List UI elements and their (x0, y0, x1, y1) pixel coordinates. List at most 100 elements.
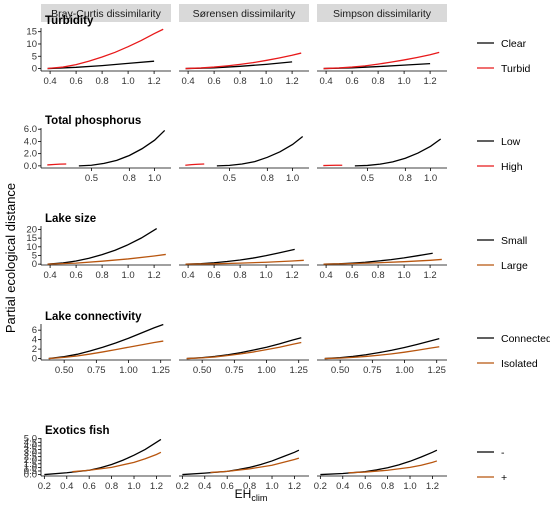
y-tick-label: 2.0 (24, 455, 37, 466)
y-tick-label: 0 (32, 64, 37, 75)
x-tick-label: 0.75 (363, 365, 382, 376)
facet-panel: 0.4 0.6 0.8 1.0 1.2 (317, 51, 447, 87)
y-tick-label: 15 (26, 233, 37, 244)
y-tick-label: 5 (32, 51, 37, 62)
series-line (47, 60, 155, 70)
row-title: Total phosphorus (45, 115, 141, 127)
x-tick-label: 1.2 (423, 270, 436, 281)
x-tick-label: 0.50 (331, 365, 350, 376)
x-tick-label: 0.4 (336, 481, 349, 492)
x-tick-label: 1.0 (127, 481, 140, 492)
y-tick-label: 2.0 (24, 149, 37, 160)
x-tick-label: 1.2 (147, 76, 160, 87)
series-line (185, 259, 304, 265)
legend-label: Turbid (501, 63, 531, 75)
series-line (47, 253, 166, 265)
x-tick-label: 0.8 (371, 76, 384, 87)
series-line (354, 138, 442, 167)
x-tick-label: 0.50 (193, 365, 212, 376)
x-tick-label: 1.00 (395, 365, 414, 376)
x-tick-label: 1.2 (147, 270, 160, 281)
x-tick-label: 0.2 (176, 481, 189, 492)
panel-strip-label: Simpson dissimilarity (333, 8, 432, 20)
x-tick-label: 1.2 (285, 76, 298, 87)
x-tick-label: 0.6 (221, 481, 234, 492)
facet-panel: 0.2 0.4 0.6 0.8 1.0 1.2 (314, 449, 447, 492)
x-tick-label: 0.8 (123, 173, 136, 184)
x-tick-label: 0.50 (55, 365, 74, 376)
x-tick-label: 0.6 (345, 76, 358, 87)
x-tick-label: 1.0 (403, 481, 416, 492)
x-tick-label: 1.0 (259, 270, 272, 281)
x-tick-label: 0.4 (181, 270, 194, 281)
series-line (186, 337, 302, 360)
x-tick-label: 0.8 (95, 270, 108, 281)
series-line (324, 338, 440, 360)
facet-panel: 0.50 0.75 1.00 1.25 (179, 337, 309, 376)
y-tick-label: 0 (32, 354, 37, 365)
panel-strip (41, 4, 171, 22)
x-tick-label: 0.5 (223, 173, 236, 184)
y-tick-label: 4.0 (24, 136, 37, 147)
row-title: Lake size (45, 213, 96, 225)
panel-strip (317, 4, 447, 22)
legend-label: Large (501, 260, 528, 272)
series-line (44, 438, 162, 476)
legend-label: Small (501, 235, 527, 247)
series-line (216, 136, 304, 167)
legend-label: High (501, 161, 523, 173)
x-tick-label: 1.2 (285, 270, 298, 281)
x-tick-label: 1.25 (151, 365, 170, 376)
y-tick-label: 5.0 (24, 434, 37, 445)
y-tick-label: 0.5 (24, 466, 37, 477)
y-tick-label: 6.0 (24, 124, 37, 135)
y-tick-label: 2.5 (24, 452, 37, 463)
x-axis-title: EHclim (235, 487, 268, 503)
x-tick-label: 0.4 (43, 76, 56, 87)
facet-panel: 0.50 0.75 1.00 1.25 (317, 338, 447, 376)
row-title: Exotics fish (45, 425, 110, 437)
y-axis-title: Partial ecological distance (3, 183, 18, 333)
x-tick-label: 0.8 (371, 270, 384, 281)
x-tick-label: 0.8 (381, 481, 394, 492)
y-tick-label: 10 (26, 242, 37, 253)
x-tick-label: 1.0 (397, 270, 410, 281)
x-tick-label: 0.8 (261, 173, 274, 184)
x-tick-label: 0.8 (399, 173, 412, 184)
x-tick-label: 1.2 (288, 481, 301, 492)
facet-panel: 0.5 0.8 1.0 (317, 138, 447, 184)
x-tick-label: 1.0 (286, 173, 299, 184)
x-tick-label: 0.5 (85, 173, 98, 184)
x-tick-label: 1.2 (423, 76, 436, 87)
legend-label: Isolated (501, 358, 538, 370)
series-line (185, 52, 302, 70)
x-tick-label: 0.6 (207, 270, 220, 281)
series-line (47, 28, 164, 70)
x-tick-label: 0.4 (198, 481, 211, 492)
x-tick-label: 0.75 (225, 365, 244, 376)
y-tick-label: 0.0 (24, 470, 37, 481)
x-tick-label: 0.8 (233, 270, 246, 281)
x-tick-label: 0.4 (43, 270, 56, 281)
x-tick-label: 1.25 (427, 365, 446, 376)
x-tick-label: 1.00 (119, 365, 138, 376)
series-line (72, 451, 162, 473)
x-tick-label: 1.0 (424, 173, 437, 184)
y-tick-label: 2 (32, 344, 37, 355)
legend: Clear Turbid (477, 38, 531, 75)
y-tick-label: 3.0 (24, 448, 37, 459)
legend-label: Clear (501, 38, 527, 50)
y-tick-label: 4 (32, 335, 37, 346)
series-line (324, 346, 440, 360)
y-tick-label: 20 (26, 224, 37, 235)
x-tick-label: 1.0 (397, 76, 410, 87)
x-tick-label: 0.6 (207, 76, 220, 87)
panel-strips: Bray-Curtis dissimilarity Sørensen dissim… (41, 4, 447, 22)
